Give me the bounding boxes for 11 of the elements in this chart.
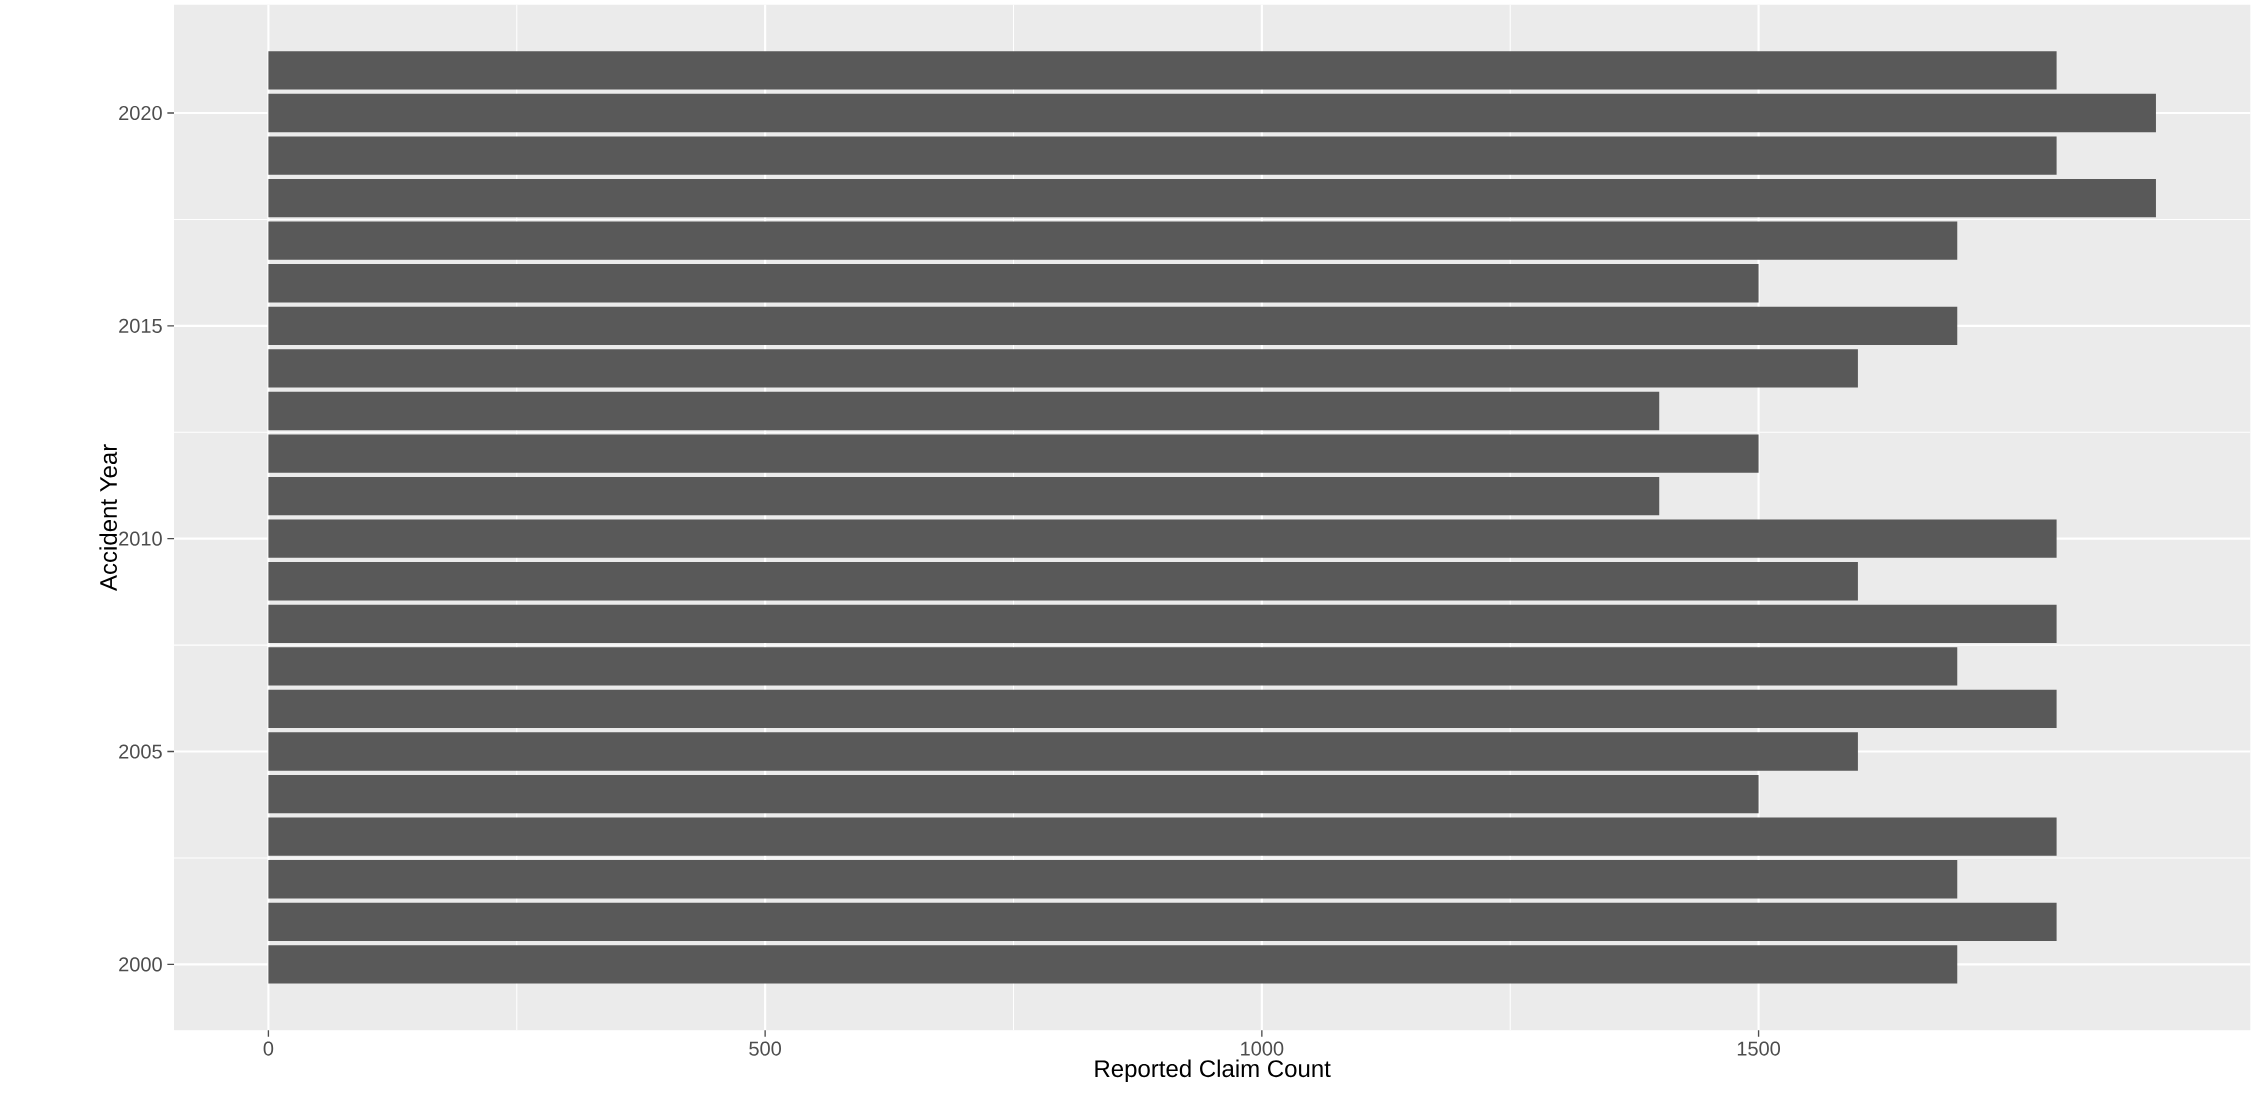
y-tick-label: 2015 [119,318,162,333]
x-tick-label: 1500 [1737,1041,1781,1056]
y-tick-label: 2005 [119,744,162,759]
x-axis-title: Reported Claim Count [1095,1059,1331,1082]
x-tick-label: 0 [263,1041,274,1056]
y-tick-label: 2010 [119,531,162,546]
x-tick-label: 500 [749,1041,782,1056]
y-axis-title: Accident Year [99,444,117,591]
x-tick-label: 1000 [1241,1041,1284,1056]
y-tick-label: 2000 [119,957,162,972]
y-tick-label: 2020 [119,105,162,120]
